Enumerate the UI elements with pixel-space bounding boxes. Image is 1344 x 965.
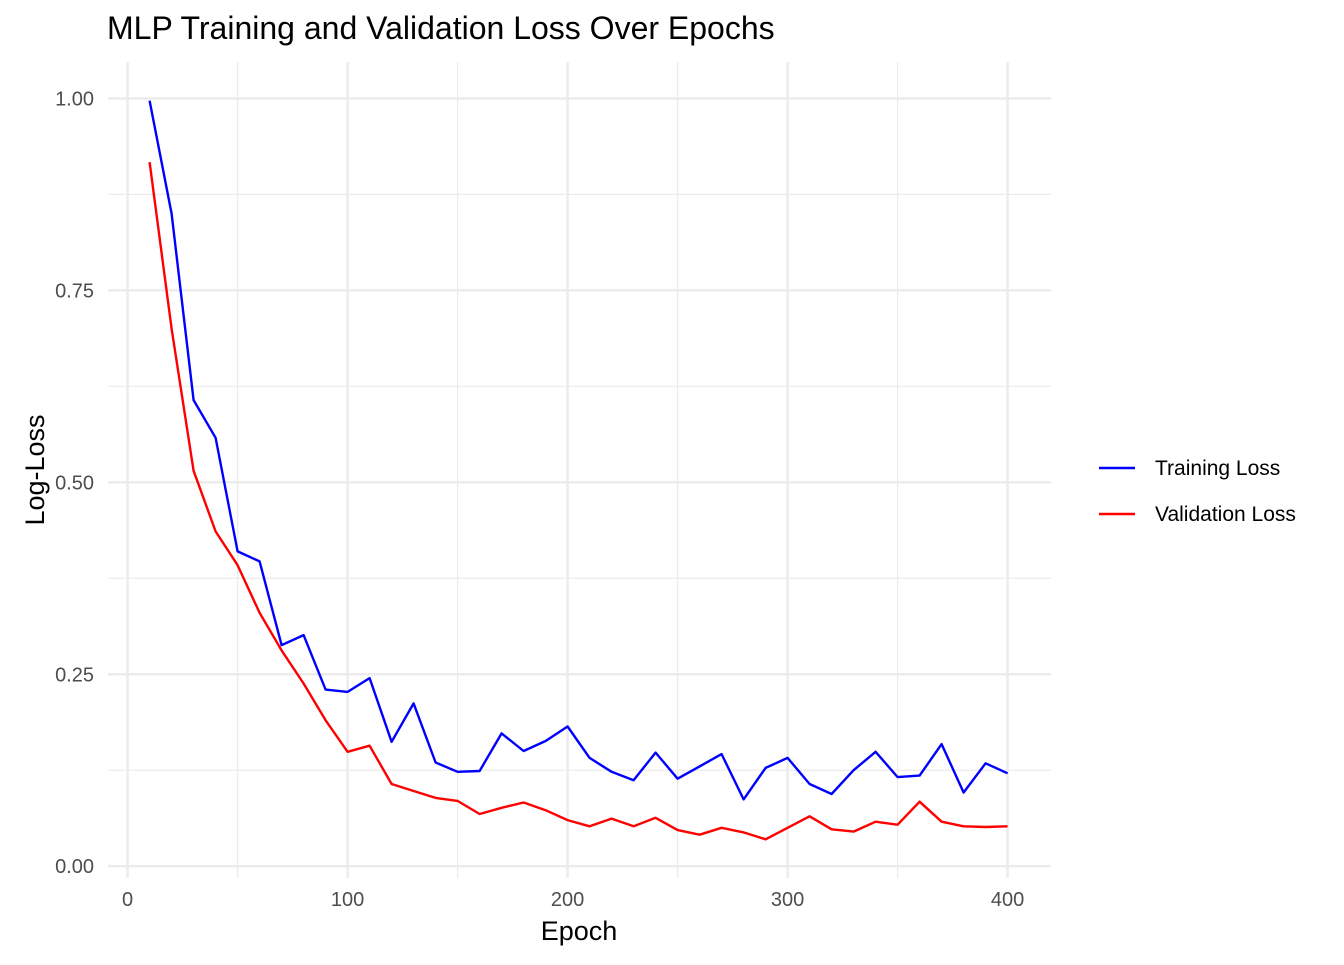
grid	[108, 62, 1051, 878]
y-axis-title: Log-Loss	[20, 414, 50, 525]
x-tick-label: 300	[771, 889, 804, 911]
legend-label-validation-loss: Validation Loss	[1155, 503, 1296, 526]
x-axis-ticks: 0 100 200 300 400	[122, 889, 1024, 911]
x-tick-label: 100	[331, 889, 364, 911]
x-tick-label: 400	[991, 889, 1024, 911]
y-tick-label: 0.25	[55, 664, 94, 686]
chart-title: MLP Training and Validation Loss Over Ep…	[107, 10, 775, 46]
training-loss-line	[148, 100, 1009, 801]
y-tick-label: 0.75	[55, 280, 94, 302]
legend: Training Loss Validation Loss	[1099, 457, 1296, 526]
y-tick-label: 0.00	[55, 856, 94, 878]
series-lines	[148, 100, 1009, 841]
validation-loss-line	[148, 161, 1008, 841]
y-axis-ticks: 0.00 0.25 0.50 0.75 1.00	[55, 88, 94, 878]
x-tick-label: 0	[122, 889, 133, 911]
legend-label-training-loss: Training Loss	[1155, 457, 1280, 480]
x-axis-title: Epoch	[541, 916, 618, 946]
x-tick-label: 200	[551, 889, 584, 911]
y-tick-label: 1.00	[55, 88, 94, 110]
y-tick-label: 0.50	[55, 472, 94, 494]
